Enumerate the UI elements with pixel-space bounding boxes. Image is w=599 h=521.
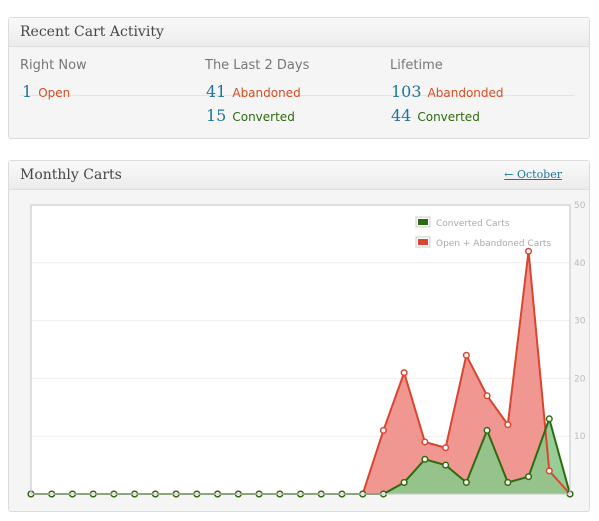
recent-cart-activity-panel: Recent Cart Activity Right Now The Last … [8,17,590,139]
column-right-now: Right Now [20,58,200,73]
monthly-carts-panel: Monthly Carts ← October 50 40 30 20 10 Conver… [8,160,590,512]
divider [20,95,574,96]
legend-open-abandoned-swatch [418,239,428,245]
y-tick-label: 20 [574,374,586,384]
panel-header: Recent Cart Activity [9,18,589,47]
stat-abandoned-2-days: 41 Abandoned [206,82,301,101]
open-abandoned-point [504,421,512,429]
converted-point [504,478,512,486]
previous-month-link[interactable]: ← October [504,168,562,181]
monthly-carts-chart: 50 40 30 20 10 Converted Carts Open + Abandone… [27,201,586,498]
y-tick-label: 10 [574,432,586,442]
column-lifetime: Lifetime [390,58,570,73]
panel-title: Recent Cart Activity [20,24,164,40]
open-abandoned-point [442,444,450,452]
open-count: 1 [22,82,33,101]
converted-point [421,455,429,463]
converted-point [545,415,553,423]
converted-count: 15 [206,106,227,125]
abandoned-count: 41 [206,82,227,101]
column-heading: Right Now [20,58,87,73]
open-abandoned-point [545,467,553,475]
abandoned-label: Abandonded [427,86,504,100]
y-tick-label: 30 [574,317,586,327]
abandoned-count: 103 [391,82,422,101]
converted-point [400,478,408,486]
legend-converted-label: Converted Carts [436,219,510,229]
converted-label: Converted [232,110,295,124]
column-last-2-days: The Last 2 Days [205,58,385,73]
open-label: Open [38,86,71,100]
open-abandoned-point [483,392,491,400]
column-heading: The Last 2 Days [205,58,310,73]
converted-point [483,426,491,434]
open-abandoned-point [462,351,470,359]
panel-header: Monthly Carts ← October [9,161,589,190]
open-abandoned-area [31,251,570,494]
converted-label: Converted [417,110,480,124]
y-tick-label: 50 [574,201,586,211]
converted-point [442,461,450,469]
legend-open-abandoned-label: Open + Abandoned Carts [436,239,551,249]
legend-converted-swatch [418,219,428,225]
open-abandoned-point [524,247,533,255]
stat-abandoned-lifetime: 103 Abandonded [391,82,504,101]
column-heading: Lifetime [390,58,443,73]
panel-title: Monthly Carts [20,167,122,183]
converted-point [462,478,470,486]
stat-converted-lifetime: 44 Converted [391,106,480,125]
converted-count: 44 [391,106,412,125]
open-abandoned-point [421,438,429,446]
stat-converted-2-days: 15 Converted [206,106,295,125]
converted-point [524,473,533,481]
open-abandoned-point [400,369,408,377]
abandoned-label: Abandoned [232,86,301,100]
stat-open: 1 Open [22,82,70,101]
converted-area [31,418,570,494]
y-tick-label: 40 [574,259,586,269]
plot-frame [30,204,571,495]
open-abandoned-point [379,426,387,434]
